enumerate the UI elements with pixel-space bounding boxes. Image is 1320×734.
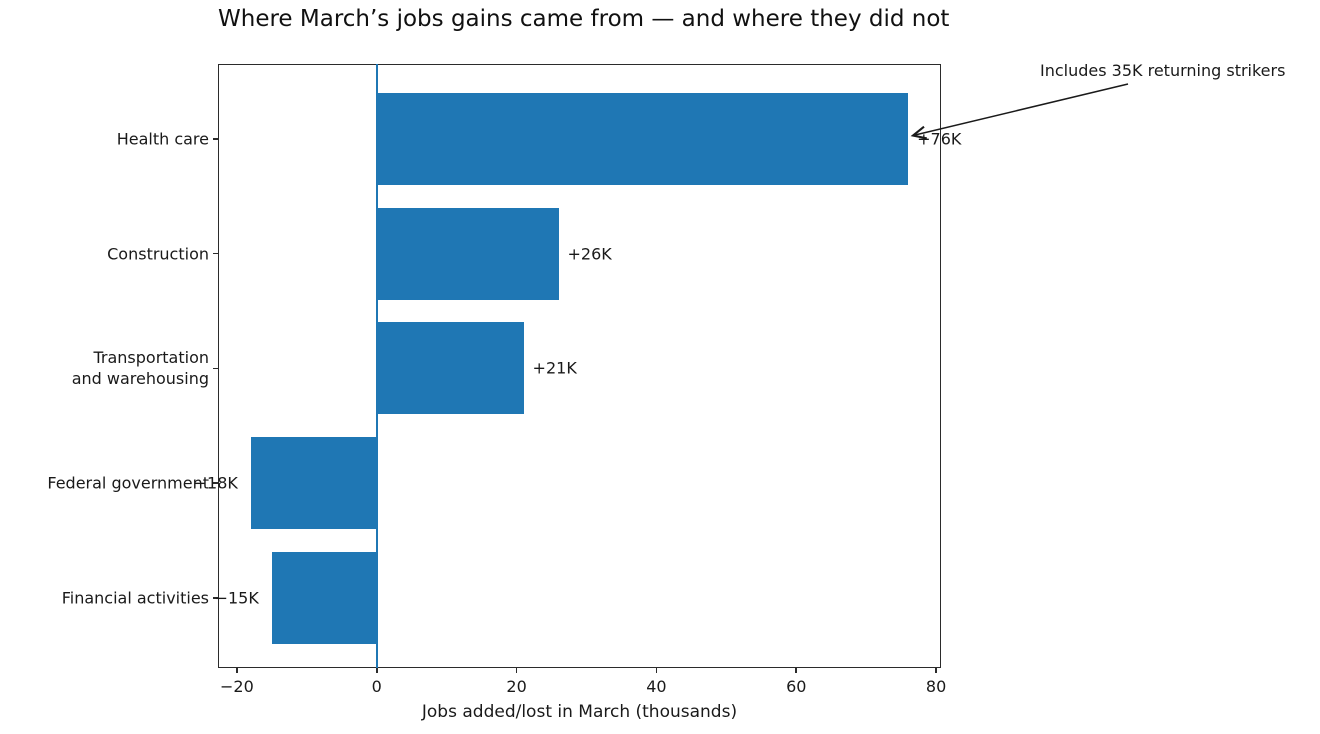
x-tick-mark-3 bbox=[655, 668, 658, 673]
x-tick-mark-1 bbox=[375, 668, 378, 673]
x-tick-label-1: 0 bbox=[371, 677, 382, 696]
bar-value-label-0: +76K bbox=[917, 129, 962, 149]
x-tick-mark-0 bbox=[236, 668, 238, 673]
x-tick-label-0: −20 bbox=[219, 677, 254, 696]
category-label-0: Health care bbox=[116, 129, 209, 149]
annotation-text: Includes 35K returning strikers bbox=[1040, 61, 1286, 80]
x-tick-mark-4 bbox=[795, 668, 798, 673]
y-tick-mark-0 bbox=[213, 138, 218, 140]
bar-3 bbox=[250, 437, 377, 530]
x-tick-mark-2 bbox=[515, 668, 518, 673]
bar-value-label-1: +26K bbox=[567, 244, 612, 264]
category-label-2: Transportation and warehousing bbox=[71, 348, 209, 389]
x-tick-label-5: 80 bbox=[925, 677, 947, 696]
bar-0 bbox=[376, 92, 909, 185]
bar-1 bbox=[376, 207, 559, 300]
x-tick-label-2: 20 bbox=[506, 677, 527, 696]
bar-value-label-3: −18K bbox=[193, 473, 238, 493]
y-tick-mark-4 bbox=[213, 597, 218, 599]
category-label-1: Construction bbox=[107, 244, 209, 264]
bar-2 bbox=[376, 322, 524, 415]
x-tick-mark-5 bbox=[935, 668, 937, 673]
bar-value-label-4: −15K bbox=[214, 588, 259, 608]
y-tick-mark-1 bbox=[213, 252, 218, 255]
category-label-3: Federal government bbox=[47, 473, 209, 493]
bar-4 bbox=[271, 551, 377, 644]
bar-value-label-2: +21K bbox=[532, 358, 577, 378]
zero-reference-line bbox=[375, 64, 378, 668]
chart-title: Where March’s jobs gains came from — and… bbox=[218, 6, 950, 32]
x-axis-label: Jobs added/lost in March (thousands) bbox=[421, 702, 738, 722]
x-tick-label-3: 40 bbox=[646, 677, 667, 696]
y-tick-mark-3 bbox=[213, 482, 218, 484]
category-label-4: Financial activities bbox=[61, 588, 209, 608]
x-tick-label-4: 60 bbox=[786, 677, 807, 696]
y-tick-mark-2 bbox=[213, 367, 218, 370]
